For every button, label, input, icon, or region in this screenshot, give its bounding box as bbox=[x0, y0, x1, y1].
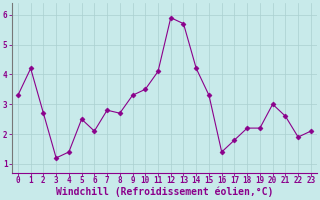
X-axis label: Windchill (Refroidissement éolien,°C): Windchill (Refroidissement éolien,°C) bbox=[56, 187, 273, 197]
